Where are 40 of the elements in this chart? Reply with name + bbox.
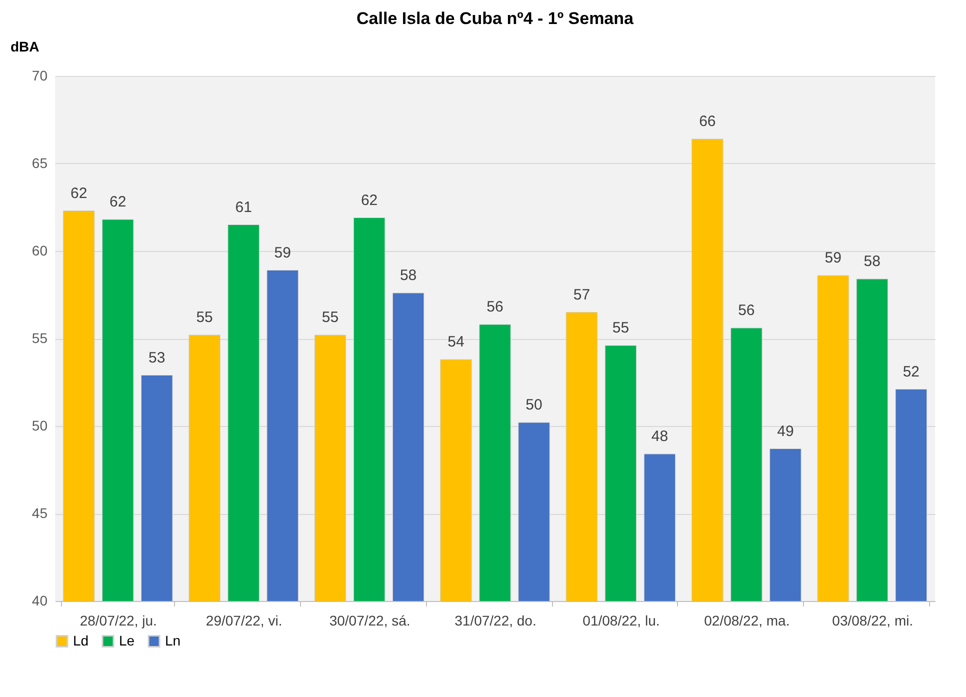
x-tick-label: 28/07/22, ju. [80, 612, 157, 628]
data-label: 50 [526, 396, 542, 414]
x-tick-label: 02/08/22, ma. [704, 612, 790, 628]
y-tick-label: 45 [32, 505, 48, 521]
data-label: 55 [612, 320, 630, 336]
y-axis-title: dBA [10, 38, 40, 54]
data-label: 55 [196, 309, 213, 326]
data-label: 53 [148, 349, 166, 366]
data-label: 52 [902, 363, 920, 380]
data-label: 54 [448, 334, 464, 350]
legend-label: Le [119, 632, 135, 648]
y-tick-label: 70 [32, 68, 48, 84]
x-tick-label: 31/07/22, do. [454, 612, 536, 628]
legend-label: Ln [165, 632, 181, 648]
x-tick-label: 30/07/22, sá. [329, 612, 410, 628]
y-tick-label: 40 [32, 592, 48, 608]
x-tick-label: 03/08/22, mi. [832, 612, 914, 628]
data-label: 58 [864, 253, 880, 270]
data-label: 61 [235, 198, 252, 216]
y-tick-label: 50 [32, 418, 48, 434]
data-label: 58 [400, 267, 417, 284]
data-label: 62 [360, 192, 378, 209]
data-label: 55 [322, 309, 339, 326]
data-label: 62 [110, 194, 126, 210]
x-tick-label: 29/07/22, vi. [206, 612, 282, 628]
data-label: 62 [70, 184, 88, 202]
y-tick-label: 55 [32, 330, 48, 346]
data-label: 59 [824, 250, 842, 266]
data-label: 66 [699, 113, 716, 130]
data-label: 57 [573, 286, 590, 304]
data-label: 48 [651, 428, 668, 445]
x-tick-label: 01/08/22, lu. [582, 612, 660, 628]
data-label: 59 [274, 244, 291, 262]
y-tick-label: 65 [32, 155, 48, 171]
y-tick-label: 60 [32, 242, 48, 258]
chart-title: Calle Isla de Cuba nº4 - 1º Semana [356, 9, 634, 28]
data-label: 49 [777, 422, 794, 440]
legend-label: Ld [73, 632, 89, 648]
data-label: 56 [486, 298, 504, 316]
data-label: 56 [738, 302, 755, 319]
